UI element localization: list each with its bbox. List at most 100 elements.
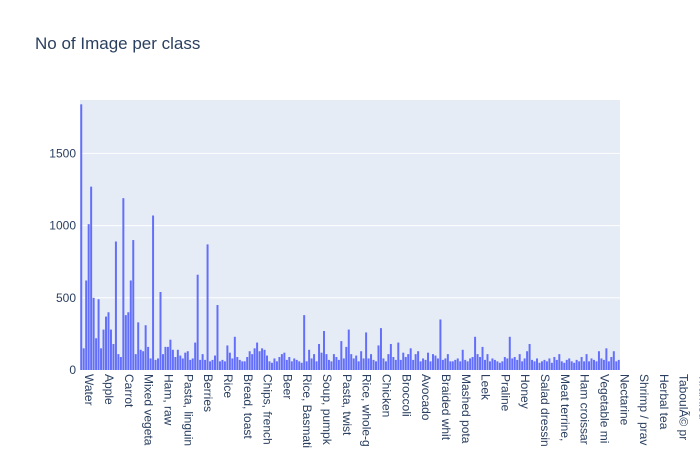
bar[interactable] [149,358,152,370]
bar[interactable] [236,357,239,370]
bar[interactable] [563,362,566,370]
bar[interactable] [345,346,348,370]
bar[interactable] [290,361,293,370]
bar[interactable] [218,361,221,370]
bar[interactable] [105,316,107,370]
bar[interactable] [273,358,276,370]
bar[interactable] [417,351,420,370]
bar[interactable] [436,358,439,370]
bar[interactable] [399,359,402,370]
bar[interactable] [540,361,543,370]
bar[interactable] [119,357,122,370]
bar[interactable] [100,348,103,370]
bar[interactable] [90,186,93,370]
bar[interactable] [122,198,125,370]
bar[interactable] [275,361,278,370]
bar[interactable] [360,351,363,370]
bar[interactable] [409,348,412,370]
bar[interactable] [568,358,571,370]
bar[interactable] [565,359,568,370]
bar[interactable] [176,349,179,370]
bar[interactable] [233,336,236,370]
bar[interactable] [285,359,288,370]
bar[interactable] [375,361,377,370]
bar[interactable] [602,359,605,370]
bar[interactable] [129,280,132,370]
bar[interactable] [199,359,202,370]
bar[interactable] [434,355,437,370]
bar[interactable] [161,354,164,370]
bar[interactable] [404,357,407,370]
bar[interactable] [560,361,563,370]
bar[interactable] [518,354,521,370]
bar[interactable] [132,240,135,370]
bar[interactable] [288,357,291,370]
bar[interactable] [449,361,452,370]
bar[interactable] [503,357,506,370]
bar[interactable] [280,354,283,370]
bar[interactable] [320,352,323,370]
bar[interactable] [214,355,216,370]
bar[interactable] [350,354,353,370]
bar[interactable] [590,358,593,370]
bar[interactable] [511,358,514,370]
bar[interactable] [139,349,142,370]
bar[interactable] [593,359,595,370]
bar[interactable] [548,358,551,370]
bar[interactable] [384,361,387,370]
bar[interactable] [474,336,477,370]
bar[interactable] [397,342,400,370]
bar[interactable] [531,359,534,370]
bar[interactable] [142,351,145,370]
bar[interactable] [414,354,417,370]
bar[interactable] [469,358,472,370]
bar[interactable] [555,359,558,370]
bar[interactable] [451,361,454,370]
bar[interactable] [506,358,509,370]
bar[interactable] [355,355,358,370]
bar[interactable] [459,361,462,370]
bar[interactable] [610,357,613,370]
bar[interactable] [223,361,226,370]
bar[interactable] [392,357,395,370]
bar[interactable] [181,358,184,370]
bar[interactable] [543,359,546,370]
bar[interactable] [293,358,296,370]
bar[interactable] [597,351,600,370]
bar[interactable] [278,357,281,370]
bar[interactable] [558,354,561,370]
bar[interactable] [545,361,548,370]
bar[interactable] [464,359,467,370]
bar[interactable] [251,354,254,370]
bar[interactable] [85,280,88,370]
bar[interactable] [382,358,385,370]
bar[interactable] [169,339,172,370]
bar[interactable] [615,361,618,370]
bar[interactable] [595,361,598,370]
bar[interactable] [422,358,425,370]
bar[interactable] [171,349,174,370]
bar[interactable] [315,361,318,370]
bar[interactable] [575,359,578,370]
bar[interactable] [439,319,442,370]
bar[interactable] [102,329,105,370]
bar[interactable] [114,241,117,371]
bar[interactable] [513,357,516,370]
bar[interactable] [484,359,486,370]
bar[interactable] [419,361,422,370]
bar[interactable] [124,315,127,370]
bar[interactable] [313,354,316,370]
bar[interactable] [310,358,313,370]
bar[interactable] [501,361,504,370]
bar[interactable] [600,358,603,370]
bar[interactable] [194,342,197,370]
bar[interactable] [246,357,249,370]
bar[interactable] [253,348,256,370]
bar[interactable] [226,345,229,370]
bar[interactable] [295,359,298,370]
bar[interactable] [585,354,588,370]
bar[interactable] [481,346,484,370]
bar[interactable] [154,359,157,370]
bar[interactable] [496,361,499,370]
bar[interactable] [444,358,447,370]
